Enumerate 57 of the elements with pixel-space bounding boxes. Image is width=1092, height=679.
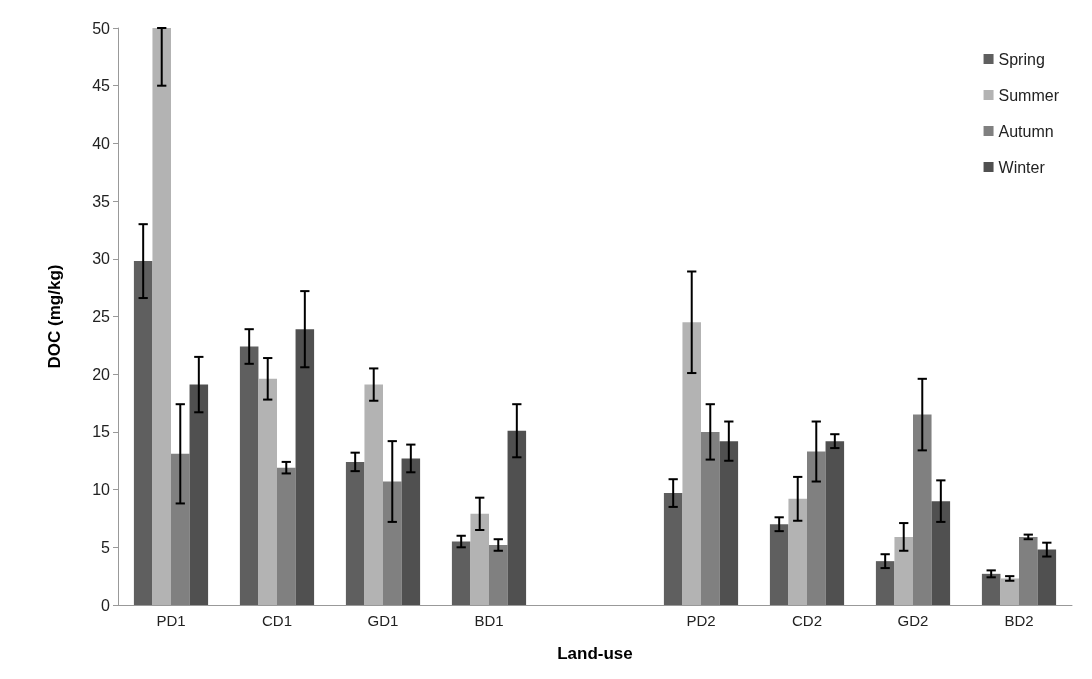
bar — [981, 573, 1001, 605]
y-tick-label: 25 — [92, 308, 111, 325]
x-tick-label: PD2 — [686, 612, 716, 629]
x-tick-label: CD2 — [791, 612, 823, 629]
bar — [401, 458, 421, 605]
bar — [1037, 549, 1057, 605]
x-axis-title: Land-use — [557, 644, 633, 663]
x-tick-label: PD1 — [156, 612, 186, 629]
y-tick-label: 20 — [92, 365, 111, 383]
y-tick-label: 10 — [92, 481, 111, 499]
bar — [489, 544, 508, 605]
legend-label: Spring — [998, 50, 1045, 68]
x-tick-label: BD2 — [1004, 612, 1034, 629]
legend-label: Summer — [998, 86, 1060, 104]
y-axis-title: DOC (mg/kg) — [45, 264, 64, 369]
bar — [894, 536, 913, 605]
bar — [295, 329, 315, 605]
bar — [913, 414, 932, 605]
y-tick-label: 35 — [92, 192, 111, 210]
bar — [701, 431, 720, 605]
bar — [769, 524, 789, 605]
bar — [1019, 536, 1038, 605]
bar — [451, 541, 471, 605]
bar — [807, 451, 826, 605]
bar — [383, 481, 402, 605]
bar — [507, 430, 527, 605]
bar — [470, 513, 489, 605]
y-tick-label: 5 — [101, 538, 111, 556]
bar — [875, 561, 895, 605]
bar — [171, 453, 190, 605]
bar — [277, 467, 296, 605]
bar — [345, 461, 365, 605]
legend-label: Autumn — [998, 122, 1054, 140]
y-tick-label: 40 — [92, 134, 111, 152]
bar — [825, 441, 845, 605]
bar — [364, 384, 383, 605]
bar — [133, 261, 153, 605]
bar — [719, 441, 739, 605]
bar — [239, 346, 259, 605]
y-tick-label: 50 — [92, 19, 111, 37]
bar — [788, 498, 807, 605]
bar — [931, 501, 951, 605]
bar — [1000, 578, 1019, 605]
y-tick-label: 45 — [92, 77, 111, 95]
x-tick-label: GD1 — [367, 612, 399, 629]
legend-label: Winter — [998, 158, 1046, 176]
x-tick-label: GD2 — [897, 612, 929, 629]
bar — [152, 28, 171, 605]
y-tick-label: 0 — [101, 596, 111, 614]
x-tick-label: CD1 — [261, 612, 293, 629]
bar — [258, 378, 277, 605]
bar — [189, 384, 209, 605]
y-tick-label: 15 — [92, 423, 111, 441]
y-tick-label: 30 — [92, 250, 111, 268]
bar — [682, 322, 701, 605]
x-tick-label: BD1 — [474, 612, 504, 629]
bar — [663, 493, 683, 605]
